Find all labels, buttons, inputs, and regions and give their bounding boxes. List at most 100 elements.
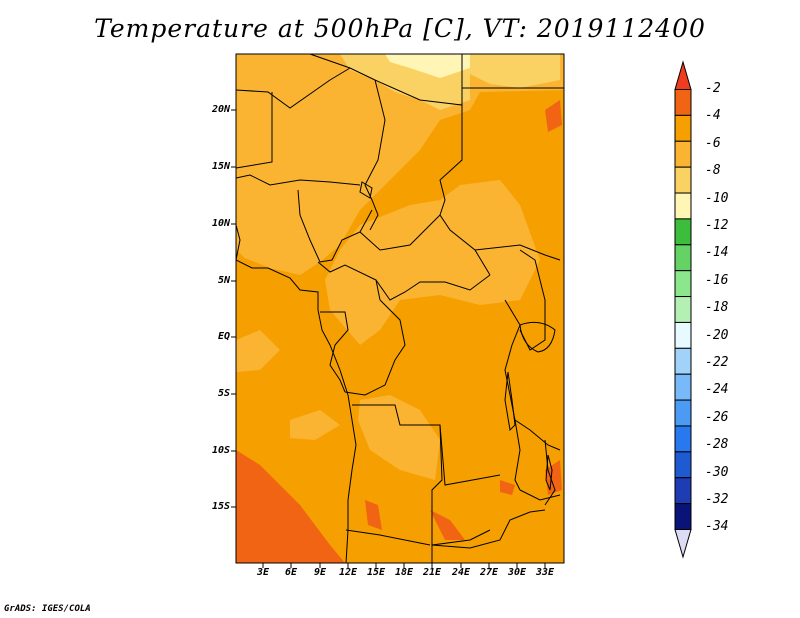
lat-label-15n: 15N [211,161,230,172]
colorbar-swatch [674,399,692,427]
border-algeria-niger [235,67,351,109]
lon-label-27e: 27E [479,567,499,578]
border-angola-drc [352,404,501,486]
border-nigeria-cameroon [297,189,373,263]
warm-patch-se3 [430,510,465,540]
border-mozambique [519,489,561,501]
colorbar-label: -8 [705,163,721,178]
colorbar-label: -28 [705,437,729,452]
cold-core [385,54,470,78]
border-mali-niger [235,92,273,169]
lon-label-15e: 15E [366,567,386,578]
border-angola-zambia [431,424,491,546]
colorbar-swatch [674,425,692,453]
colorbar-swatch [674,270,692,298]
colorbar-swatch [674,114,692,142]
lat-ticks [231,109,236,508]
border-angola-namibia [345,529,431,546]
lake-malawi [545,454,553,491]
lon-label-9e: 9E [313,567,327,578]
lake-chad [359,181,373,199]
cool-region-central [325,180,540,345]
border-congo-drc [344,299,406,396]
chart-title: Temperature at 500hPa [C], VT: 201911240… [94,14,706,43]
cool-patch-2 [236,330,280,372]
warm-region-sw [236,450,345,563]
coastline-west [235,224,357,564]
colorbar-swatch [674,373,692,401]
credit-label: GrADS: IGES/COLA [4,604,91,614]
border-car-south [375,274,491,301]
colorbar-label: -10 [705,191,729,206]
border-eastern-drc [504,299,521,491]
border-niger-nigeria [235,174,361,186]
colorbar-label: -14 [705,245,729,260]
lon-label-6e: 6E [284,567,298,578]
lat-label-5n: 5N [217,275,230,286]
lon-label-18e: 18E [394,567,414,578]
colorbar-label: -18 [705,300,729,315]
colorbar-swatch [674,477,692,505]
colorbar-swatch [674,451,692,479]
lat-label-15s: 15S [211,501,230,512]
temperature-field [236,54,564,563]
map-frame [235,53,565,564]
lat-label-eq: EQ [217,331,230,342]
colorbar-swatch [674,296,692,323]
colorbar-label: -22 [705,355,729,370]
colorbar-label: -20 [705,328,729,343]
cool-region-north [236,54,564,275]
colorbar-swatch [674,218,692,246]
lon-label-3e: 3E [256,567,270,578]
cool-patch-1 [290,410,340,440]
colorbar-swatch [674,89,692,116]
lat-label-5s: 5S [217,388,230,399]
colorbar-label: -32 [705,492,729,507]
colorbar-swatch [674,347,692,375]
colorbar-swatch [674,192,692,220]
colorbar-label: -4 [705,108,721,123]
warm-patch-se4 [500,480,515,495]
colorbar-label: -34 [705,519,729,534]
colorbar-label: -16 [705,273,729,288]
lon-label-21e: 21E [422,567,442,578]
border-zambia-south [431,509,546,549]
coldest-region-ne [470,54,560,88]
border-chad-car [359,214,441,251]
warm-patch-se1 [545,460,562,495]
border-east [519,249,546,351]
colorbar-swatch [674,166,692,194]
border-niger-chad [364,79,386,231]
lake-victoria [519,321,556,353]
lat-label-10n: 10N [211,218,230,229]
colorbar-label: -24 [705,382,729,397]
lat-label-10s: 10S [211,445,230,456]
border-gabon-congo [320,311,349,393]
cool-region-south [358,395,440,480]
colorbar-top-arrow [674,60,692,90]
border-tanzania [514,419,561,451]
border-chad-sudan [439,105,491,276]
lon-label-33e: 33E [535,567,555,578]
colorbar-swatch [674,244,692,272]
colorbar-label: -12 [705,218,729,233]
colorbar-swatch [674,140,692,168]
lon-ticks [262,563,546,568]
colorbar-swatch [674,503,692,530]
colorbar-swatch [674,321,692,349]
lake-tanganyika [504,371,516,432]
colorbar [674,60,692,559]
colorbar-label: -2 [705,81,721,96]
lon-label-24e: 24E [451,567,471,578]
lon-label-12e: 12E [338,567,358,578]
country-borders [235,53,564,564]
lat-label-20n: 20N [211,104,230,115]
border-cameroon-south [317,261,381,301]
border-libya-chad-niger [309,53,463,106]
warm-patch-e [545,100,562,132]
lon-label-30e: 30E [507,567,527,578]
colorbar-label: -26 [705,410,729,425]
colorbar-label: -6 [705,136,721,151]
colorbar-label: -30 [705,465,729,480]
